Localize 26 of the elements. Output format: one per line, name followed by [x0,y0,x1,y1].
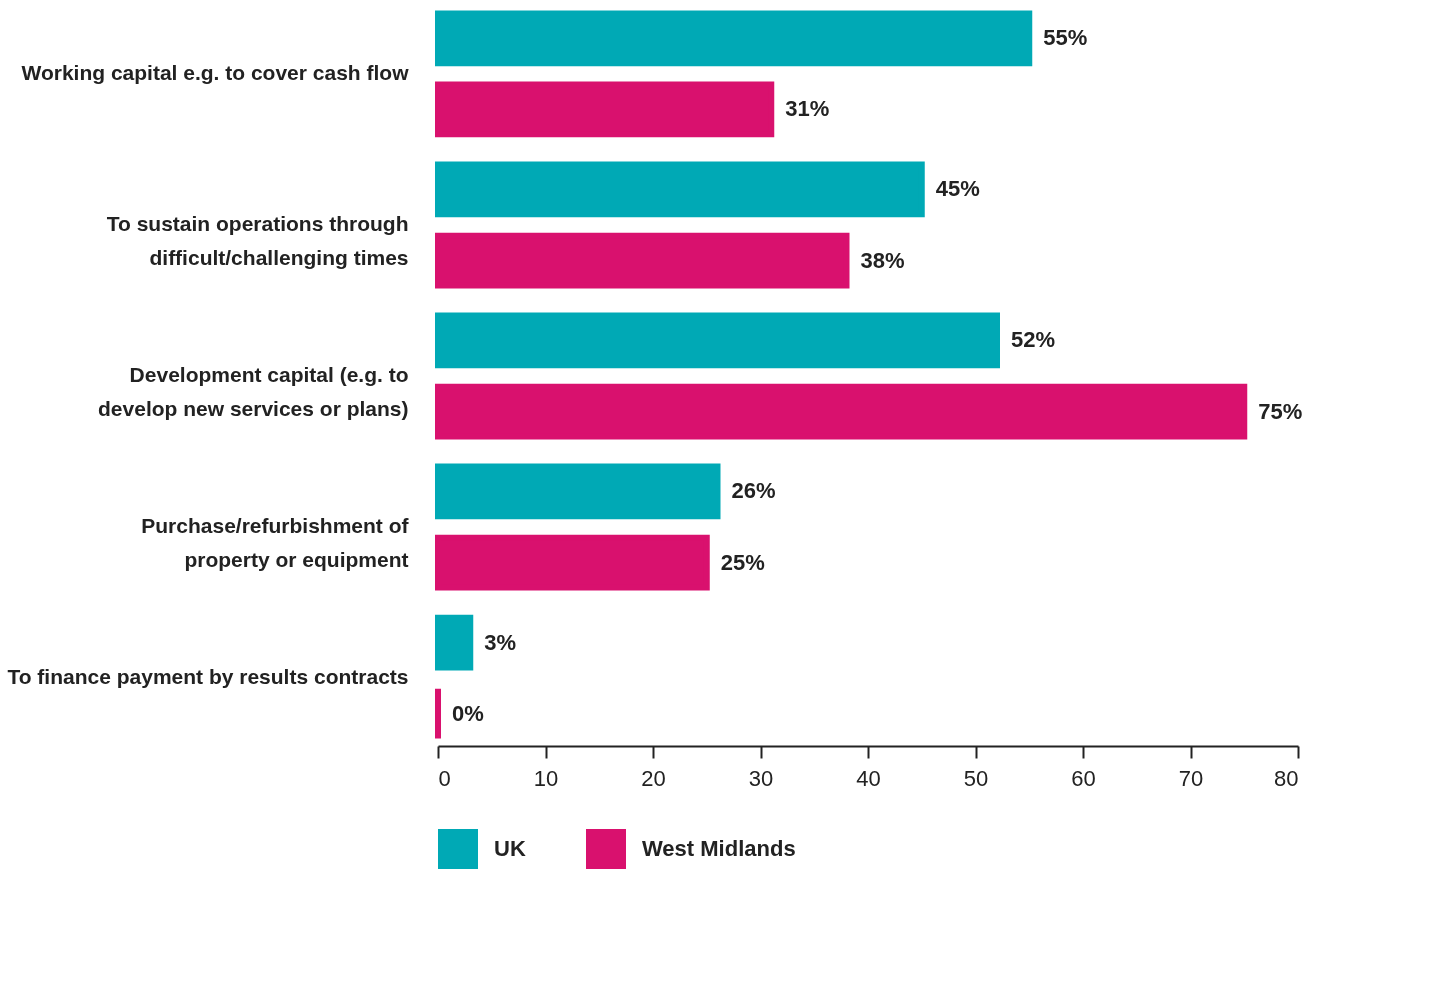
y-tick-label: To sustain operations through difficult/challenging times [106,211,409,269]
data-label: 31% [785,96,830,122]
legend-label: UK [494,836,526,861]
data-label: 52% [1011,327,1056,353]
y-tick-label: Development capital (e.g. to develop new services or plans) [98,363,409,420]
legend-label: West Midlands [642,836,796,861]
x-tick-label: 20 [641,765,666,791]
data-label: 0% [452,700,484,726]
x-tick-label: 50 [963,765,989,791]
data-label: 45% [935,176,980,202]
x-tick-label: 70 [1178,765,1204,791]
data-label: 26% [731,478,776,504]
y-tick-label: Purchase/refurbishment of property or equipment [141,514,410,572]
data-label: 38% [860,247,905,273]
x-tick-label: 40 [856,765,881,791]
data-label: 75% [1258,398,1303,424]
data-label: 25% [720,549,765,575]
data-label: 3% [484,629,517,655]
x-tick-label: 0 [438,765,451,791]
data-label: 55% [1043,25,1088,51]
y-tick-label: To finance payment by results contracts [7,665,409,689]
x-tick-label: 30 [748,765,774,791]
x-tick-label: 80 [1274,765,1299,791]
x-tick-label: 10 [533,765,559,791]
x-tick-label: 60 [1071,765,1096,791]
y-tick-label: Working capital e.g. to cover cash flow [21,60,410,84]
